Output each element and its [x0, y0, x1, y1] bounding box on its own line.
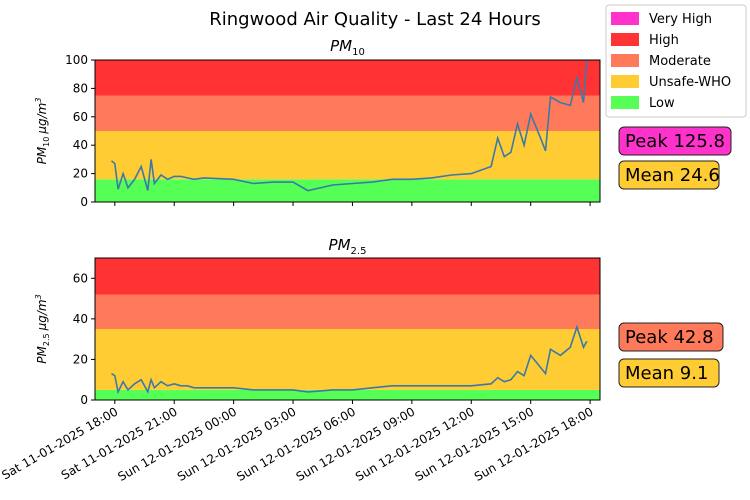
pm10-y-tick-label: 0 [80, 195, 88, 209]
legend-item-low: Low [611, 96, 675, 111]
pm25-title-sub: 2.5 [351, 246, 367, 257]
pm10-y-tick-label: 100 [65, 53, 88, 67]
pm10-y-tick-label: 40 [73, 138, 88, 152]
pm10-stat-box [618, 160, 720, 190]
legend-swatch [611, 12, 639, 25]
pm10-stat-peak: Peak 125.8 [618, 126, 732, 156]
pm10-band-moderate [95, 95, 600, 131]
legend-item-moderate: Moderate [611, 54, 711, 69]
legend-label: Unsafe-WHO [649, 75, 731, 90]
pm25-stat-peak: Peak 42.8 [618, 322, 724, 352]
pm25-stat-box [618, 322, 724, 352]
pm25-y-tick-label: 20 [73, 352, 88, 366]
pm10-stat-label: Peak 125.8 [625, 131, 725, 152]
pm25-band-low [95, 389, 600, 400]
pm25-y-tick-label: 40 [73, 312, 88, 326]
pm25-y-tick-label: 60 [73, 271, 88, 285]
legend-frame [605, 4, 747, 118]
pm10-band-low [95, 179, 600, 202]
pm25-y-tick-label: 0 [80, 393, 88, 407]
pm10-stat-mean: Mean 24.6 [618, 160, 720, 190]
legend-item-high: High [611, 33, 679, 48]
legend-swatch [611, 75, 639, 88]
pm10-plot-frame [94, 59, 601, 203]
pm25-band-moderate [95, 294, 600, 329]
pm25-stats: Peak 42.8 Mean 9.1 [618, 322, 724, 388]
pm10-y-tick-label: 80 [73, 81, 88, 95]
pm10-series-line [110, 60, 588, 192]
pm25-ylabel-sub: 2.5 [42, 333, 51, 346]
pm10-title-sub: 10 [352, 47, 365, 58]
pm25-bands [95, 258, 600, 400]
pm10-stats: Peak 125.8 Mean 24.6 [618, 126, 732, 190]
legend-label: Moderate [649, 54, 711, 69]
pm25-plot-frame [94, 257, 601, 401]
pm25-series [111, 324, 588, 395]
legend-label: Very High [649, 12, 712, 27]
pm10-band-unsafe-who [95, 131, 600, 180]
pm25-y-label: PM2.5 µg/m3 [34, 294, 51, 363]
pm25-series-line [111, 324, 588, 395]
pm25-x-ticks [114, 400, 591, 404]
pm25-stat-mean: Mean 9.1 [618, 358, 720, 388]
pm25-stat-label: Mean 9.1 [625, 363, 708, 384]
pm25-ylabel-sup: 3 [34, 294, 43, 299]
pm10-y-tick-label: 60 [73, 110, 88, 124]
pm10-series [110, 60, 588, 192]
pm10-x-ticks [114, 202, 591, 206]
pm10-stat-box [618, 126, 732, 156]
pm10-ylabel-unit: µg/m [35, 103, 49, 135]
pm10-title: PM10 [330, 37, 365, 58]
legend-item-very-high: Very High [611, 12, 712, 27]
pm10-title-main: PM [330, 37, 352, 55]
pm25-ylabel-main: PM [35, 345, 49, 363]
pm10-ylabel-main: PM [35, 146, 49, 164]
pm10-ylabel-sup: 3 [34, 98, 43, 103]
pm10-y-label: PM10 µg/m3 [34, 98, 51, 165]
legend-swatch [611, 54, 639, 67]
pm25-y-ticks: 0 20 40 60 [73, 271, 95, 407]
pm10-y-ticks: 0 20 40 60 80 100 [65, 53, 95, 209]
pm25-title-main: PM [329, 236, 351, 254]
figure-title: Ringwood Air Quality - Last 24 Hours [209, 9, 541, 30]
pm10-stat-label: Mean 24.6 [625, 165, 720, 186]
legend-swatch [611, 96, 639, 109]
pm25-ylabel-unit: µg/m [35, 299, 49, 331]
legend-label: Low [649, 96, 675, 111]
pm10-band-high [95, 60, 600, 96]
legend-label: High [649, 33, 679, 48]
pm10-y-tick-label: 20 [73, 167, 88, 181]
pm10-ylabel-sub: 10 [42, 137, 51, 147]
legend-swatch [611, 33, 639, 46]
pm25-band-high [95, 258, 600, 295]
pm10-bands [95, 60, 600, 202]
pm25-band-unsafe-who [95, 329, 600, 390]
pm25-stat-box [618, 358, 720, 388]
pm25-title: PM2.5 [329, 236, 367, 257]
legend-item-unsafe-who: Unsafe-WHO [611, 75, 731, 90]
pm25-stat-label: Peak 42.8 [625, 327, 714, 348]
legend: Very High High Moderate Unsafe-WHO Low [605, 4, 747, 118]
